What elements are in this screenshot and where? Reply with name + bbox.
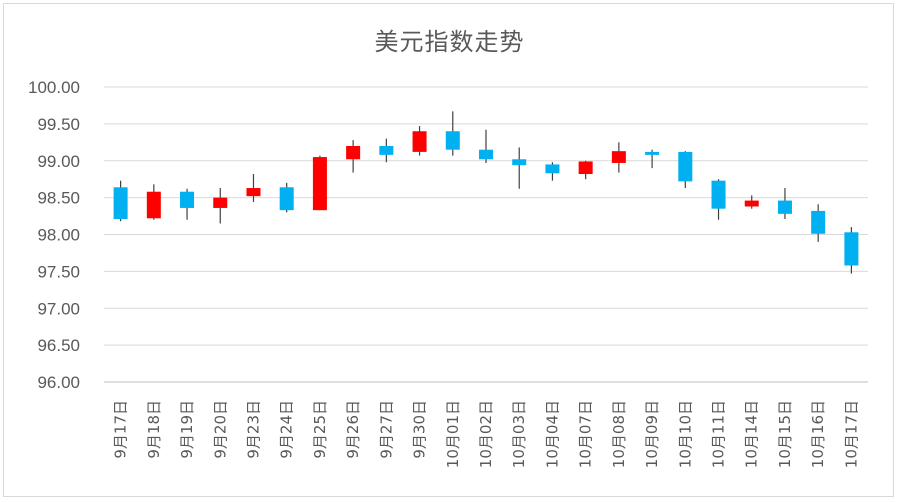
candle [777, 188, 792, 220]
candle [578, 160, 593, 180]
chart-title: 美元指数走势 [374, 28, 525, 56]
candle-body-down [113, 187, 128, 220]
candle [213, 188, 228, 224]
y-tick-label: 97.50 [37, 262, 80, 281]
x-tick-label: 10月14日 [743, 400, 761, 468]
x-axis-tick-labels: 9月17日 9月18日 9月19日 9月20日 9月23日 9月24日 9月25日 9月26日… [112, 400, 861, 468]
x-tick-label: 10月07日 [577, 400, 595, 468]
y-tick-label: 98.50 [37, 189, 80, 208]
candle-body-down [479, 149, 493, 160]
candle [844, 227, 859, 274]
candle [412, 126, 427, 156]
x-tick-label: 10月09日 [643, 400, 661, 468]
x-tick-label: 9月17日 [112, 400, 130, 459]
candle-body-up [146, 191, 161, 219]
y-tick-label: 99.50 [37, 115, 80, 134]
candle-body-down [180, 191, 195, 208]
candle-body-down [844, 232, 859, 266]
candle-body-down [645, 151, 660, 155]
candle-body-up [312, 157, 327, 211]
x-tick-label: 9月25日 [311, 400, 329, 459]
candle-body-down [379, 146, 394, 155]
candle-body-up [578, 161, 593, 175]
candle-body-down [811, 210, 826, 234]
candle-body-up [744, 200, 759, 207]
candle-body-up [213, 197, 228, 208]
y-tick-label: 98.00 [37, 226, 80, 245]
candle [113, 180, 128, 222]
candle-body-down [678, 151, 693, 182]
candle-body-up [346, 146, 361, 160]
x-tick-label: 10月17日 [842, 400, 860, 468]
x-tick-label: 9月19日 [178, 400, 196, 459]
x-tick-label: 9月20日 [211, 400, 229, 459]
candle [479, 129, 493, 163]
candle [645, 149, 660, 169]
x-tick-label: 10月02日 [477, 400, 495, 468]
x-tick-label: 10月16日 [809, 400, 827, 468]
x-tick-label: 10月03日 [510, 400, 528, 468]
candle-body-down [711, 180, 726, 209]
candle [678, 151, 693, 189]
candle-body-down [445, 131, 460, 150]
x-tick-label: 9月18日 [145, 400, 163, 459]
candle-body-up [611, 151, 626, 163]
y-axis-tick-labels: 96.00 96.50 97.00 97.50 98.00 98.50 99.00 99.50… [28, 78, 80, 392]
candle [512, 147, 527, 189]
y-tick-label: 96.00 [37, 373, 80, 392]
candle [379, 138, 394, 163]
x-tick-label: 9月30日 [411, 400, 429, 459]
candle [445, 111, 460, 156]
x-tick-label: 10月08日 [610, 400, 628, 468]
candle [146, 184, 161, 220]
candle-body-down [512, 159, 527, 166]
candle [312, 155, 327, 211]
candle-body-up [412, 131, 427, 152]
candle-body-down [279, 187, 294, 211]
x-tick-label: 9月23日 [244, 400, 262, 459]
y-tick-label: 99.00 [37, 152, 80, 171]
y-tick-label: 97.00 [37, 299, 80, 318]
x-tick-label: 9月26日 [344, 400, 362, 459]
candle [545, 162, 560, 181]
candle [180, 188, 195, 220]
y-tick-label: 96.50 [37, 336, 80, 355]
candle [246, 174, 261, 203]
candle-body-down [545, 164, 560, 174]
x-tick-label: 10月15日 [776, 400, 794, 468]
chart-frame [3, 3, 894, 497]
x-tick-label: 9月27日 [377, 400, 395, 459]
candle [744, 195, 759, 209]
candle-body-down [777, 200, 792, 214]
x-tick-label: 9月24日 [278, 400, 296, 459]
candle [279, 182, 294, 213]
candle [711, 179, 726, 220]
y-tick-label: 100.00 [28, 78, 80, 97]
candle-body-up [246, 188, 261, 197]
candles [113, 111, 859, 274]
candle [811, 204, 826, 242]
x-tick-label: 10月10日 [676, 400, 694, 468]
candle [611, 142, 626, 173]
x-tick-label: 10月11日 [710, 400, 728, 468]
candle [346, 140, 361, 173]
x-tick-label: 10月04日 [543, 400, 561, 468]
x-tick-label: 10月01日 [444, 400, 462, 468]
